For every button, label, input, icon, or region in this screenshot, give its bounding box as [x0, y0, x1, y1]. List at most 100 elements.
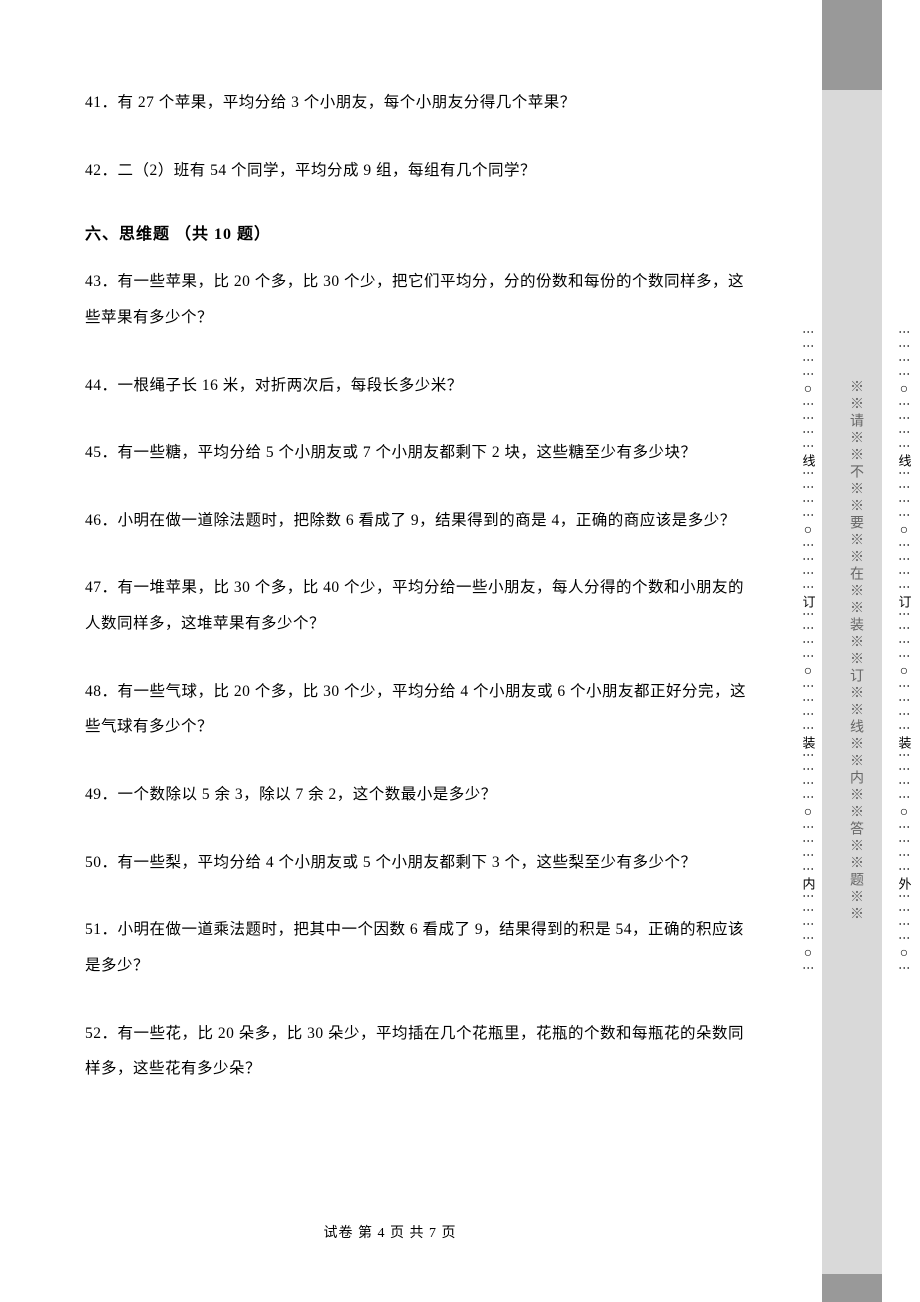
dots-icon: ⋮	[897, 553, 912, 567]
dots-icon: ⋮	[897, 581, 912, 595]
dots-icon: ⋮	[801, 722, 816, 736]
dots-icon: ⋮	[801, 694, 816, 708]
circle-icon: ○	[900, 946, 908, 962]
outer-binding-line: ⋮ ⋮ ⋮ ⋮ ○ ⋮ ⋮ ⋮ ⋮ 线 ⋮ ⋮ ⋮ ⋮ ○ ⋮ ⋮ ⋮ ⋮ 订 …	[894, 0, 914, 1302]
dots-icon: ⋮	[801, 426, 816, 440]
dots-icon: ⋮	[801, 708, 816, 722]
dots-icon: ⋮	[801, 932, 816, 946]
dots-icon: ⋮	[897, 608, 912, 622]
dots-icon: ⋮	[801, 918, 816, 932]
dots-icon: ⋮	[897, 622, 912, 636]
xian-char: 线	[799, 454, 818, 467]
dots-icon: ⋮	[801, 412, 816, 426]
ding-char: 订	[895, 595, 914, 608]
question-51: 51．小明在做一道乘法题时，把其中一个因数 6 看成了 9，结果得到的积是 54…	[85, 912, 755, 983]
dots-icon: ⋮	[801, 539, 816, 553]
question-41: 41．有 27 个苹果，平均分给 3 个小朋友，每个小朋友分得几个苹果？	[85, 85, 755, 121]
circle-icon: ○	[900, 382, 908, 398]
dots-icon: ⋮	[801, 791, 816, 805]
dots-icon: ⋮	[897, 722, 912, 736]
zhuang-char: 装	[895, 736, 914, 749]
circle-icon: ○	[900, 664, 908, 680]
dots-icon: ⋮	[897, 509, 912, 523]
dots-icon: ⋮	[897, 835, 912, 849]
dots-icon: ⋮	[897, 863, 912, 877]
dots-icon: ⋮	[801, 835, 816, 849]
dots-icon: ⋮	[801, 863, 816, 877]
inner-binding-line: ⋮ ⋮ ⋮ ⋮ ○ ⋮ ⋮ ⋮ ⋮ 线 ⋮ ⋮ ⋮ ⋮ ○ ⋮ ⋮ ⋮ ⋮ 订 …	[798, 0, 818, 1302]
dots-icon: ⋮	[801, 340, 816, 354]
dots-icon: ⋮	[897, 708, 912, 722]
dots-icon: ⋮	[801, 481, 816, 495]
exam-content: 41．有 27 个苹果，平均分给 3 个小朋友，每个小朋友分得几个苹果？ 42．…	[85, 0, 755, 1119]
section-6-title: 六、思维题 （共 10 题）	[85, 220, 755, 244]
dots-icon: ⋮	[801, 581, 816, 595]
circle-icon: ○	[900, 805, 908, 821]
dots-icon: ⋮	[897, 354, 912, 368]
dots-icon: ⋮	[801, 398, 816, 412]
dots-icon: ⋮	[897, 763, 912, 777]
dots-icon: ⋮	[897, 340, 912, 354]
dots-icon: ⋮	[801, 849, 816, 863]
question-44: 44．一根绳子长 16 米，对折两次后，每段长多少米？	[85, 368, 755, 404]
dots-icon: ⋮	[897, 481, 912, 495]
dots-icon: ⋮	[801, 495, 816, 509]
dots-icon: ⋮	[897, 440, 912, 454]
binding-margin: ※※请※※不※※要※※在※※装※※订※※线※※内※※答※※题※※ ⋮ ⋮ ⋮ ⋮…	[780, 0, 920, 1302]
dots-icon: ⋮	[801, 680, 816, 694]
dots-icon: ⋮	[897, 467, 912, 481]
dots-icon: ⋮	[897, 326, 912, 340]
dots-icon: ⋮	[897, 495, 912, 509]
circle-icon: ○	[804, 523, 812, 539]
dots-icon: ⋮	[801, 904, 816, 918]
question-46: 46．小明在做一道除法题时，把除数 6 看成了 9，结果得到的商是 4，正确的商…	[85, 503, 755, 539]
dots-icon: ⋮	[897, 412, 912, 426]
outer-label: 外	[895, 877, 914, 890]
circle-icon: ○	[804, 664, 812, 680]
dots-icon: ⋮	[897, 849, 912, 863]
dots-icon: ⋮	[801, 763, 816, 777]
dots-icon: ⋮	[897, 426, 912, 440]
dots-icon: ⋮	[801, 354, 816, 368]
dots-icon: ⋮	[801, 890, 816, 904]
question-50: 50．有一些梨，平均分给 4 个小朋友或 5 个小朋友都剩下 3 个，这些梨至少…	[85, 845, 755, 881]
dots-icon: ⋮	[897, 904, 912, 918]
question-47: 47．有一堆苹果，比 30 个多，比 40 个少，平均分给一些小朋友，每人分得的…	[85, 570, 755, 641]
question-43: 43．有一些苹果，比 20 个多，比 30 个少，把它们平均分，分的份数和每份的…	[85, 264, 755, 335]
question-42: 42．二（2）班有 54 个同学，平均分成 9 组，每组有几个同学？	[85, 153, 755, 189]
dots-icon: ⋮	[897, 636, 912, 650]
dots-icon: ⋮	[897, 890, 912, 904]
dots-icon: ⋮	[897, 694, 912, 708]
dots-icon: ⋮	[897, 567, 912, 581]
dots-icon: ⋮	[801, 749, 816, 763]
gray-strip-bottom	[822, 1274, 882, 1302]
page-footer: 试卷 第 4 页 共 7 页	[0, 1222, 780, 1242]
dots-icon: ⋮	[897, 821, 912, 835]
inner-label: 内	[799, 877, 818, 890]
question-52: 52．有一些花，比 20 朵多，比 30 朵少，平均插在几个花瓶里，花瓶的个数和…	[85, 1016, 755, 1087]
dots-icon: ⋮	[897, 777, 912, 791]
dots-icon: ⋮	[801, 650, 816, 664]
dots-icon: ⋮	[897, 680, 912, 694]
dots-icon: ⋮	[897, 539, 912, 553]
dots-icon: ⋮	[897, 932, 912, 946]
circle-icon: ○	[804, 946, 812, 962]
zhuang-char: 装	[799, 736, 818, 749]
dots-icon: ⋮	[801, 326, 816, 340]
dots-icon: ⋮	[801, 368, 816, 382]
question-48: 48．有一些气球，比 20 个多，比 30 个少，平均分给 4 个小朋友或 6 …	[85, 674, 755, 745]
dots-icon: ⋮	[801, 467, 816, 481]
dots-icon: ⋮	[897, 368, 912, 382]
binding-warning-text: ※※请※※不※※要※※在※※装※※订※※线※※内※※答※※题※※	[845, 379, 865, 923]
dots-icon: ⋮	[801, 622, 816, 636]
circle-icon: ○	[804, 382, 812, 398]
question-45: 45．有一些糖，平均分给 5 个小朋友或 7 个小朋友都剩下 2 块，这些糖至少…	[85, 435, 755, 471]
dots-icon: ⋮	[897, 791, 912, 805]
dots-icon: ⋮	[801, 962, 816, 976]
dots-icon: ⋮	[897, 398, 912, 412]
gray-strip-top	[822, 0, 882, 90]
dots-icon: ⋮	[801, 440, 816, 454]
dots-icon: ⋮	[801, 608, 816, 622]
dots-icon: ⋮	[897, 918, 912, 932]
circle-icon: ○	[804, 805, 812, 821]
